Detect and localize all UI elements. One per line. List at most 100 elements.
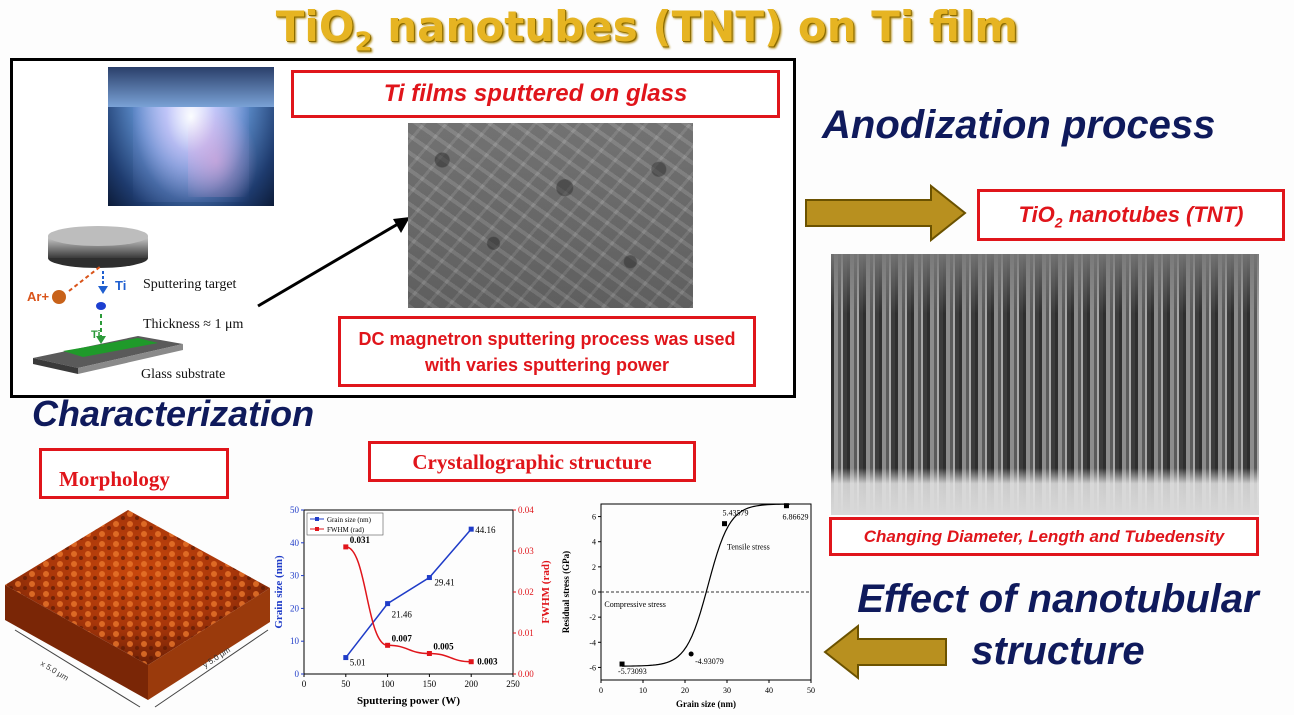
effect-line-1: Effect of nanotubular: [857, 577, 1259, 621]
fwhm-data-label: 0.003: [477, 657, 498, 667]
fwhm-data-label: 0.031: [350, 535, 371, 545]
y-tick-label: -2: [589, 613, 596, 622]
tnt-label: TiO2 nanotubes (TNT): [977, 189, 1285, 241]
fwhm-point: [468, 659, 474, 665]
x-tick-label: 0: [302, 679, 307, 689]
stress-data-label: 6.86629: [782, 513, 808, 522]
argon-ion-icon: [52, 290, 66, 304]
thickness-label: Thickness ≈ 1 μm: [143, 317, 244, 332]
x-tick-label: 0: [599, 686, 603, 695]
x-tick-label: 40: [765, 686, 773, 695]
stress-point: [783, 503, 789, 509]
substrate-label: Glass substrate: [141, 367, 226, 382]
y2-tick-label: 0.02: [518, 587, 534, 597]
grain-size-point: [426, 575, 432, 581]
stress-point: [688, 651, 694, 657]
fwhm-data-label: 0.005: [433, 642, 454, 652]
effect-line-2: structure: [971, 629, 1145, 673]
fwhm-point: [343, 544, 349, 550]
grain-size-data-label: 44.16: [475, 525, 496, 535]
x-tick-label: 200: [464, 679, 478, 689]
fit-curve: [621, 503, 791, 667]
sem-caption: Ti films sputtered on glass: [291, 70, 780, 118]
process-caption: DC magnetron sputtering process was used…: [338, 316, 756, 387]
target-label: Sputtering target: [143, 277, 237, 292]
plasma-photo: [108, 67, 274, 206]
y-tick-label: 2: [592, 563, 596, 572]
fwhm-line: [345, 546, 472, 663]
stress-data-label: -4.93079: [695, 657, 724, 666]
x-tick-label: 50: [807, 686, 815, 695]
residual-stress-chart: 0 10 20 30 40 50 -6 -4 -2 0 2 4 6 Grain size (nm) Resi…: [561, 503, 815, 709]
x-tick-label: 30: [723, 686, 731, 695]
fwhm-point: [385, 642, 391, 648]
y-tick-label: 30: [290, 571, 300, 581]
pointer-arrow: [257, 217, 410, 308]
y-tick-label: -4: [589, 638, 596, 647]
fwhm-data-label: 0.007: [392, 633, 413, 643]
characterization-heading: Characterization: [32, 393, 315, 434]
nanotube-top-shade: [831, 254, 1259, 314]
y-tick-label: 40: [290, 538, 300, 548]
y2-tick-label: 0.01: [518, 628, 534, 638]
ti-label: Ti: [115, 278, 127, 293]
right-arrow-icon: [805, 183, 967, 243]
y2-axis-label: FWHM (rad): [540, 560, 552, 624]
crystallographic-label: Crystallographic structure: [368, 441, 696, 482]
x-tick-label: 250: [506, 679, 520, 689]
y2-tick-label: 0.00: [518, 669, 534, 679]
x-tick-label: 100: [381, 679, 395, 689]
process-line-2: with varies sputtering power: [424, 355, 670, 375]
y-tick-label: 0: [295, 669, 300, 679]
morphology-label: Morphology: [39, 448, 229, 499]
tensile-annotation: Tensile stress: [727, 542, 770, 551]
grain-size-data-label: 5.01: [350, 658, 366, 668]
ti-label-lower: Ti: [91, 329, 101, 341]
page-title: TiO2 nanotubes (TNT) on Ti film: [275, 2, 1019, 58]
y-axis-label: Grain size (nm): [273, 555, 285, 629]
x-tick-label: 20: [681, 686, 689, 695]
tnt-caption: Changing Diameter, Length and Tubedensit…: [829, 517, 1259, 556]
stress-data-label: -5.73093: [618, 667, 647, 676]
ti-atom-icon: [96, 302, 106, 310]
stress-data-label: 5.43579: [723, 509, 749, 518]
sputtering-panel: Sputtering target Ar+ Ti Ti Thickness ≈ …: [10, 58, 796, 398]
grain-size-point: [385, 601, 391, 607]
ar-label: Ar+: [27, 289, 50, 304]
y-tick-label: 4: [592, 538, 596, 547]
effect-heading: Effect of nanotubular structure: [838, 573, 1278, 677]
y2-tick-label: 0.04: [518, 505, 534, 515]
stress-point: [619, 661, 625, 667]
x-axis-label: Grain size (nm): [676, 699, 736, 709]
y-tick-label: -6: [589, 663, 596, 672]
y-tick-label: 20: [290, 603, 300, 613]
y2-tick-label: 0.03: [518, 546, 534, 556]
x-tick-label: 50: [341, 679, 351, 689]
x-tick-label: 10: [639, 686, 647, 695]
grain-size-point: [468, 526, 474, 532]
afm-surface-image: x 5.0 μm y 5.0 μm: [5, 510, 270, 708]
afm-x-axis: x 5.0 μm: [39, 659, 70, 683]
y-tick-label: 10: [290, 636, 300, 646]
grain-size-fwhm-chart: 0 50 100 150 200 250 0 10 20 30 40 50 0.00 0.01 0.02 0.…: [273, 505, 552, 707]
y-tick-label: 6: [592, 513, 596, 522]
legend-label-grain: Grain size (nm): [327, 516, 372, 524]
grain-size-point: [343, 655, 349, 661]
y-tick-label: 50: [290, 505, 300, 515]
process-line-1: DC magnetron sputtering process was used: [358, 329, 736, 349]
grain-size-data-label: 21.46: [392, 610, 413, 620]
legend-box: [306, 512, 384, 536]
left-arrow-icon: [823, 623, 947, 681]
y-axis-label: Residual stress (GPa): [561, 551, 571, 633]
sem-image-film: [408, 123, 693, 308]
x-axis-label: Sputtering power (W): [357, 695, 460, 707]
y-tick-label: 0: [592, 588, 596, 597]
legend-label-fwhm: FWHM (rad): [327, 526, 365, 534]
grain-size-data-label: 29.41: [434, 578, 454, 588]
sputtering-schematic: [33, 226, 183, 374]
stress-point: [722, 521, 728, 527]
anodization-heading: Anodization process: [822, 103, 1216, 147]
legend-marker-fwhm: [315, 527, 319, 531]
x-tick-label: 150: [423, 679, 437, 689]
compressive-annotation: Compressive stress: [604, 600, 666, 609]
